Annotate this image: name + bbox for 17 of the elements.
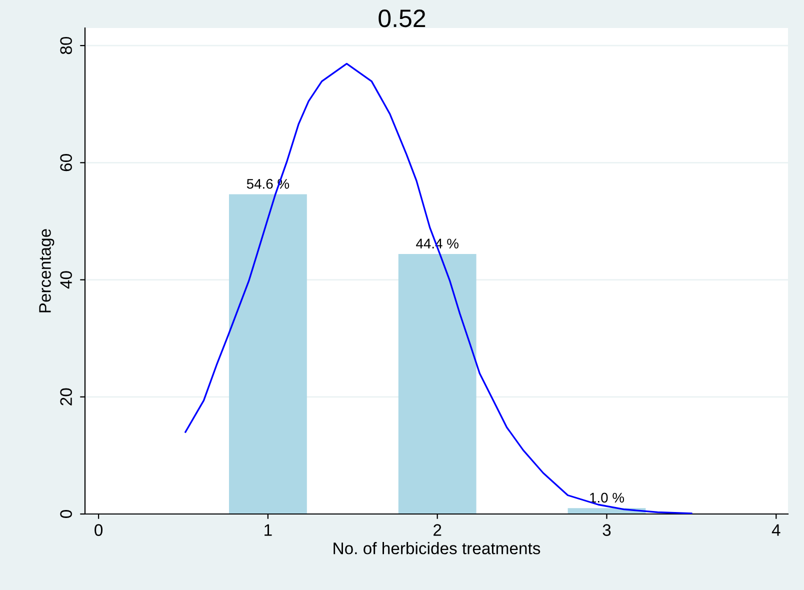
x-tick-label: 0	[94, 524, 103, 536]
bar	[398, 254, 476, 514]
line-series	[184, 62, 692, 514]
y-tick-label: 60	[60, 154, 72, 172]
bar	[228, 194, 307, 514]
x-axis-title: No. of herbicides treatments	[334, 542, 540, 554]
y-axis-title: Percentage	[39, 229, 54, 312]
data-label: 1.0 %	[590, 492, 624, 503]
x-tick-label: 4	[772, 524, 780, 536]
chart-title: 0.52	[378, 10, 426, 28]
x-tick-label: 3	[602, 524, 611, 536]
y-tick-label: 80	[60, 36, 72, 54]
x-tick-label: 2	[434, 524, 442, 536]
x-tick-label: 1	[264, 524, 272, 536]
y-tick-label: 40	[60, 271, 72, 289]
y-tick-label: 0	[60, 510, 72, 518]
y-tick-label: 20	[60, 388, 72, 406]
